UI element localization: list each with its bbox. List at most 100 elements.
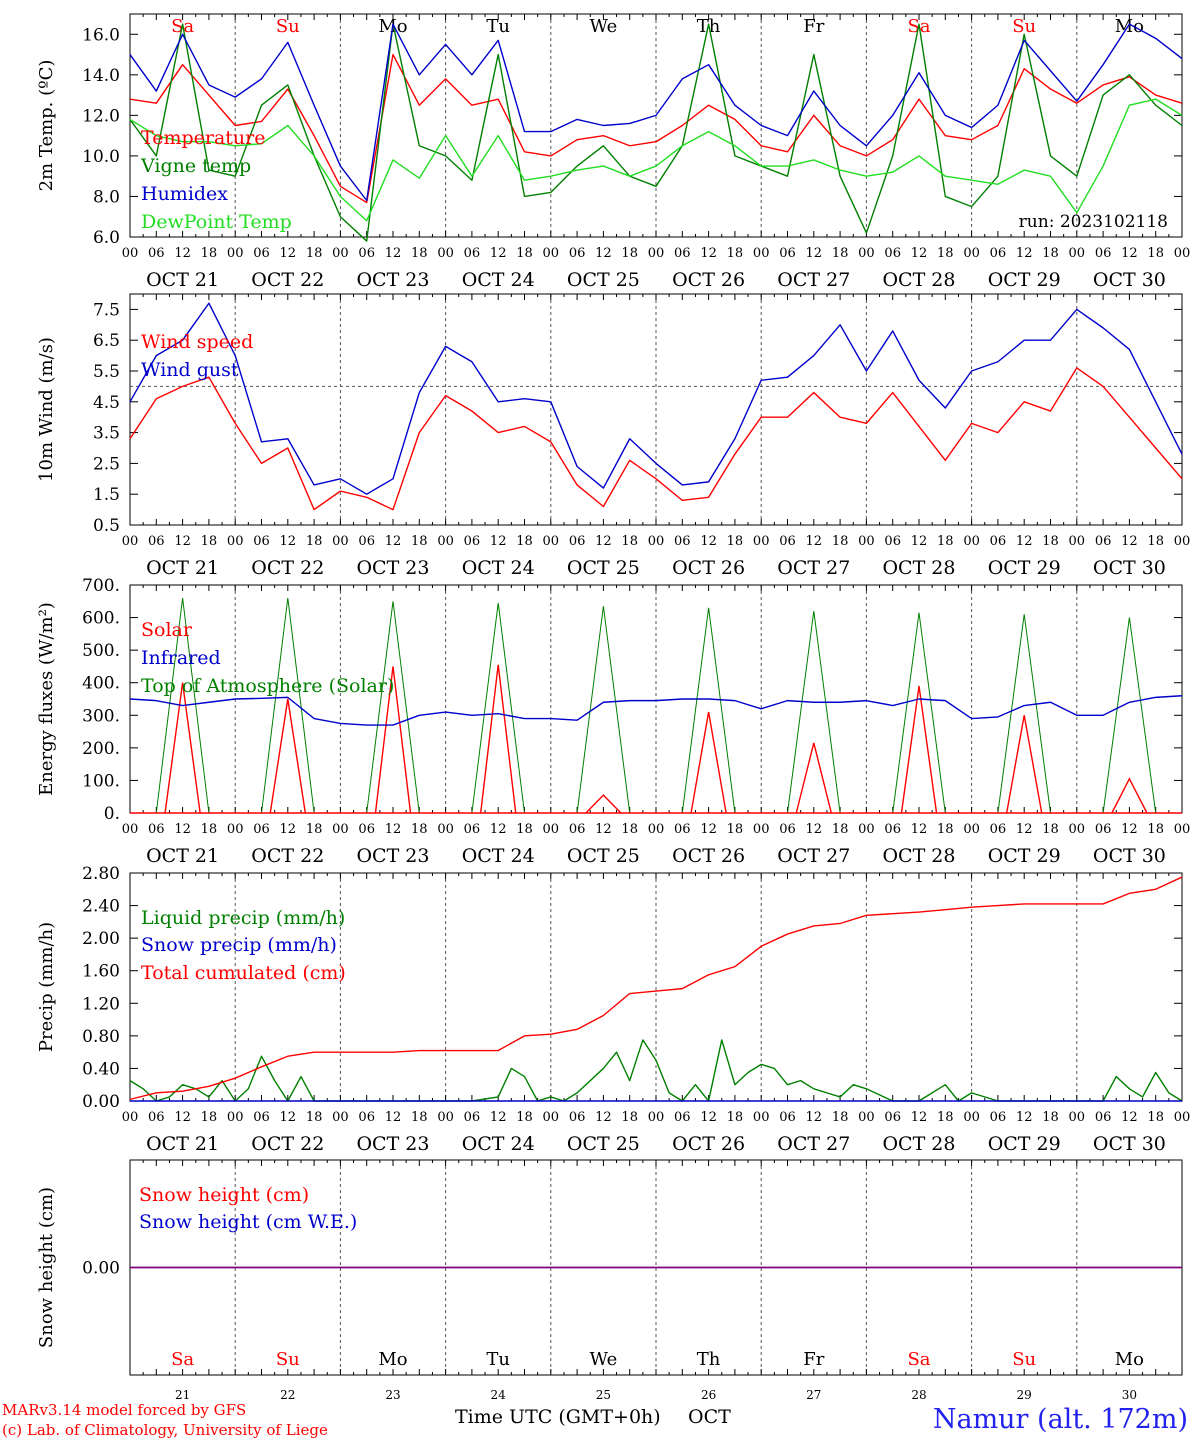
y-tick-label: 100.: [82, 771, 120, 791]
x-hour-label: 00: [858, 246, 875, 261]
x-day-label: OCT 26: [672, 1133, 745, 1155]
x-hour-label: 18: [201, 822, 218, 837]
x-hour-label: 18: [516, 534, 533, 549]
series-line: [129, 1039, 1183, 1102]
x-day-label: OCT 22: [251, 845, 324, 867]
y-tick-label: 10.0: [82, 147, 120, 167]
x-day-label: OCT 22: [251, 1133, 324, 1155]
x-hour-label: 12: [806, 534, 823, 549]
y-tick-label: 6.5: [93, 331, 120, 351]
x-day-label: OCT 28: [882, 269, 955, 291]
x-day-label: OCT 29: [988, 269, 1061, 291]
toa-solar-line: [471, 602, 525, 814]
x-day-label: OCT 25: [567, 557, 640, 579]
x-hour-label: 18: [201, 534, 218, 549]
x-hour-label: 18: [1147, 246, 1164, 261]
x-day-label: OCT 25: [567, 269, 640, 291]
x-hour-label: 18: [727, 534, 744, 549]
y-tick-label: 0.00: [82, 1259, 120, 1279]
solar-line: [1005, 715, 1043, 814]
x-hour-label: 18: [1042, 534, 1059, 549]
x-hour-label: 00: [122, 246, 139, 261]
x-hour-label: 06: [1095, 246, 1112, 261]
y-tick-label: 300.: [82, 706, 120, 726]
x-hour-label: 12: [174, 246, 191, 261]
y-tick-label: 0.5: [93, 516, 120, 536]
x-hour-label: 06: [1095, 822, 1112, 837]
x-hour-label: 12: [490, 822, 507, 837]
x-day-label: OCT 26: [672, 269, 745, 291]
x-hour-label: 06: [674, 246, 691, 261]
x-hour-label: 06: [464, 1110, 481, 1125]
x-day-label: OCT 26: [672, 557, 745, 579]
y-tick-label: 0.80: [82, 1027, 120, 1047]
x-hour-label: 12: [595, 1110, 612, 1125]
panel-2: 0.5 1.5 2.5 3.5 4.5 5.5 6.5 7.5 10m Wind (m/s) 00…: [36, 293, 1190, 579]
x-hour-label: 12: [700, 822, 717, 837]
x-day-label: OCT 24: [462, 269, 535, 291]
x-hour-label: 00: [437, 822, 454, 837]
x-hour-label: 18: [516, 246, 533, 261]
y-tick-label: 0.00: [82, 1092, 120, 1112]
y-tick-label: 2.80: [82, 864, 120, 884]
x-hour-label: 06: [1095, 534, 1112, 549]
y-axis-label: Snow height (cm): [36, 1187, 57, 1348]
footer-month-label: OCT: [688, 1406, 731, 1428]
x-hour-label: 00: [227, 822, 244, 837]
y-tick-label: 3.5: [93, 424, 120, 444]
x-hour-label: 00: [648, 534, 665, 549]
panel-4: 0.00 0.40 0.80 1.20 1.60 2.00 2.40 2.80 Precip (…: [36, 864, 1190, 1155]
x-hour-label: 06: [990, 1110, 1007, 1125]
panel-5: 0.00 Snow height (cm) Sa Su Mo Tu We Th Fr Sa Su Mo…: [36, 1159, 1183, 1402]
x-day-label: OCT 30: [1093, 557, 1166, 579]
toa-solar-line: [155, 597, 210, 814]
x-hour-label: 18: [832, 822, 849, 837]
series-line: [129, 695, 1183, 726]
x-hour-label: 12: [1016, 1110, 1033, 1125]
x-hour-label: 00: [543, 822, 560, 837]
x-hour-label: 12: [280, 822, 297, 837]
y-tick-label: 2.00: [82, 929, 120, 949]
x-hour-label: 12: [595, 534, 612, 549]
x-day-label: OCT 23: [356, 845, 429, 867]
x-hour-label: 00: [1069, 246, 1086, 261]
x-hour-label: 12: [1121, 534, 1138, 549]
x-hour-label: 00: [858, 1110, 875, 1125]
x-day-label: OCT 24: [462, 557, 535, 579]
x-hour-label: 06: [884, 1110, 901, 1125]
x-hour-label: 06: [779, 1110, 796, 1125]
x-hour-label: 00: [543, 1110, 560, 1125]
y-tick-label: 1.20: [82, 994, 120, 1014]
x-hour-label: 06: [358, 246, 375, 261]
y-tick-label: 7.5: [93, 300, 120, 320]
weekday-label: Su: [1012, 1349, 1036, 1370]
legend-entry: Wind speed: [141, 331, 253, 353]
x-hour-label: 00: [753, 1110, 770, 1125]
x-hour-label: 12: [595, 822, 612, 837]
x-hour-label: 06: [253, 534, 270, 549]
x-hour-label: 12: [1121, 822, 1138, 837]
legend-entry: DewPoint Temp: [141, 211, 292, 233]
x-hour-label: 18: [832, 246, 849, 261]
x-hour-label: 12: [1121, 1110, 1138, 1125]
x-day-label: OCT 27: [777, 1133, 850, 1155]
x-hour-label: 00: [332, 1110, 349, 1125]
x-day-label: OCT 28: [882, 557, 955, 579]
weekday-label: Tu: [486, 16, 510, 37]
x-hour-label: 18: [1042, 246, 1059, 261]
y-tick-label: 16.0: [82, 25, 120, 45]
y-axis-label: Energy fluxes (W/m²): [36, 602, 57, 796]
x-day-label: OCT 23: [356, 269, 429, 291]
legend-entry: Infrared: [141, 647, 221, 669]
x-hour-label: 18: [832, 1110, 849, 1125]
x-hour-label: 00: [1069, 1110, 1086, 1125]
x-hour-label: 18: [621, 822, 638, 837]
day-number-label: 28: [911, 1388, 926, 1402]
x-hour-label: 00: [332, 534, 349, 549]
x-hour-label: 06: [464, 822, 481, 837]
weekday-label: Mo: [378, 1349, 407, 1370]
x-hour-label: 12: [1016, 534, 1033, 549]
series-line: [129, 876, 1183, 1101]
day-number-label: 23: [385, 1388, 400, 1402]
x-day-label: OCT 21: [146, 845, 219, 867]
